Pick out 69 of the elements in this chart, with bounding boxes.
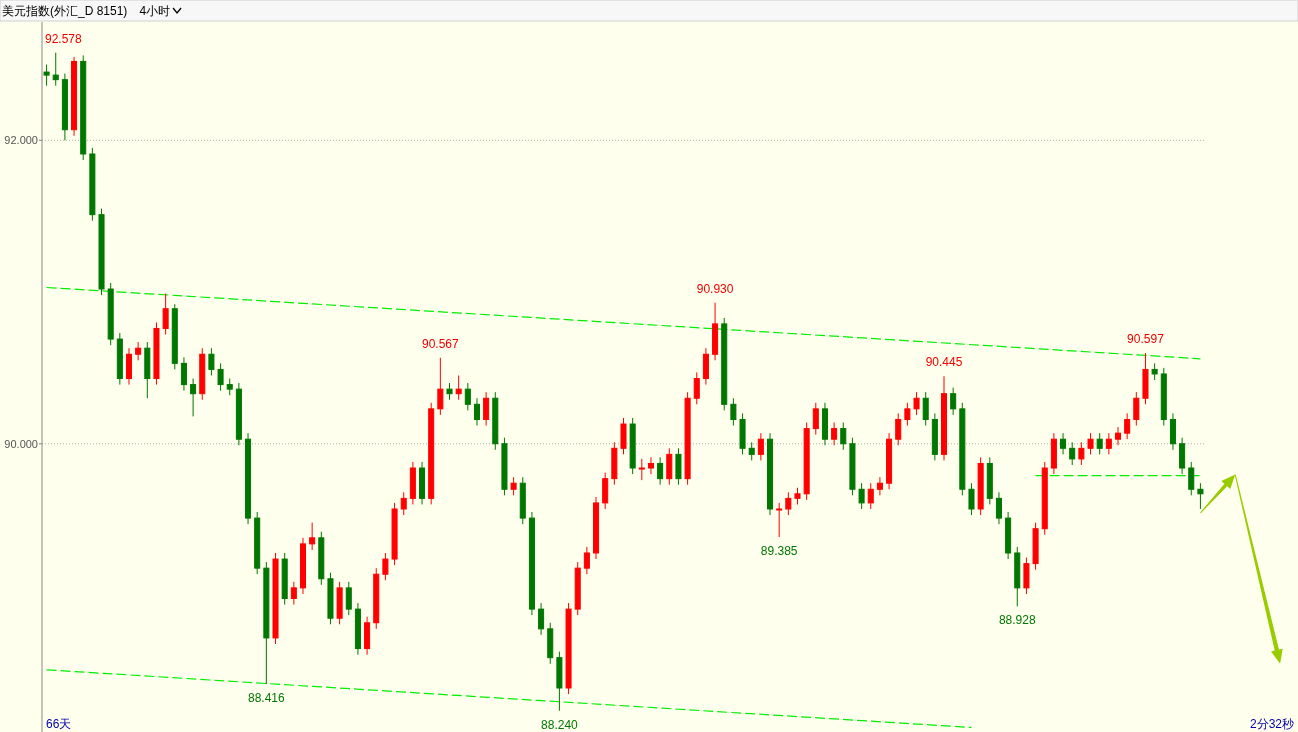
candlestick (1105, 432, 1112, 455)
candlestick (858, 482, 865, 510)
candlestick (382, 552, 389, 581)
candlestick (950, 387, 957, 416)
chart-subtitle: 4小时 (139, 4, 171, 18)
candlestick (180, 356, 187, 392)
candlestick (1197, 482, 1204, 510)
candlestick (1096, 432, 1103, 455)
candlestick (1060, 432, 1067, 455)
candlestick (867, 482, 874, 510)
candlestick (831, 422, 838, 446)
annotation: 90.930 (696, 281, 734, 296)
y-tick-label: 90.000 (4, 437, 38, 450)
candlestick (208, 347, 215, 376)
candlestick (400, 491, 407, 516)
candlestick (757, 432, 764, 461)
candlestick (776, 502, 783, 538)
candlestick (510, 476, 517, 496)
candlestick (840, 422, 847, 451)
candlestick (162, 293, 169, 336)
candlestick (968, 482, 975, 516)
annotation: 88.416 (248, 691, 286, 706)
candlestick (904, 402, 911, 427)
candlestick (876, 476, 883, 496)
candlestick (1069, 441, 1076, 466)
candlestick (43, 63, 50, 87)
candlestick (1078, 441, 1085, 466)
candlestick (217, 362, 224, 392)
candlestick (455, 374, 462, 401)
annotation: 88.928 (998, 613, 1036, 628)
candlestick (1114, 426, 1122, 446)
candlestick (647, 456, 654, 475)
candlestick (135, 341, 142, 361)
candlestick (995, 491, 1002, 525)
candlestick (1124, 412, 1131, 440)
candlestick (895, 412, 902, 446)
text: 2分32秒 (1249, 717, 1294, 731)
candlestick (483, 391, 490, 427)
candlestick (538, 602, 545, 636)
candlestick (309, 522, 316, 551)
candlestick (785, 491, 792, 516)
candlestick (693, 371, 700, 405)
candlestick (913, 391, 920, 416)
annotation: 92.578 (45, 31, 83, 46)
candlestick (1133, 391, 1140, 427)
annotation: 90.597 (1127, 332, 1165, 347)
annotation: 90.445 (925, 355, 963, 370)
candlestick (190, 378, 197, 417)
candlestick (748, 441, 755, 461)
candlestick (473, 397, 480, 427)
candlestick (437, 357, 444, 416)
candlestick (638, 458, 645, 481)
annotation: 88.240 (541, 717, 579, 732)
candlestick (1188, 461, 1195, 496)
candlestick (52, 52, 59, 87)
annotation: 89.385 (760, 544, 798, 559)
annotation: 66天 (46, 717, 72, 731)
candlestick (464, 382, 471, 411)
candlestick (1087, 432, 1094, 455)
candlestick (922, 391, 929, 427)
candlestick (730, 397, 737, 427)
y-tick-label: 92.000 (4, 134, 38, 147)
candlestick (345, 581, 352, 616)
candlestick (657, 456, 664, 486)
annotation: 90.567 (422, 336, 460, 351)
candlestick (290, 581, 297, 606)
candlestick (812, 402, 819, 436)
candlestick (583, 546, 590, 575)
chart-title: 美元指数(外汇_D 8151) (2, 4, 128, 18)
